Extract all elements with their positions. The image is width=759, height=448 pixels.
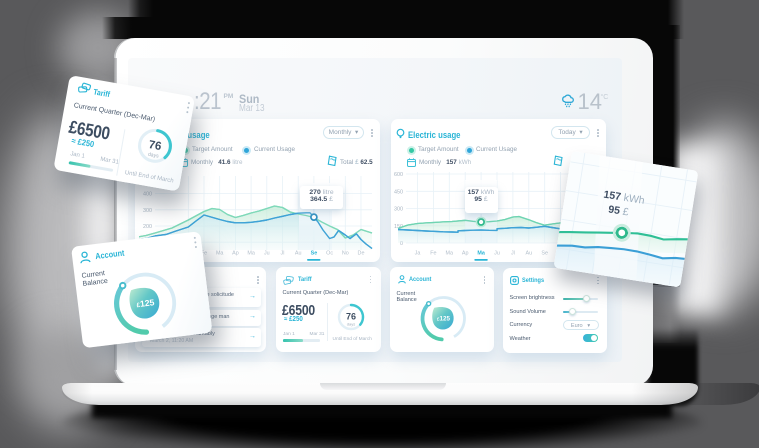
svg-text:Fe: Fe xyxy=(201,251,207,257)
svg-text:£125: £125 xyxy=(136,297,155,309)
svg-text:200: 200 xyxy=(143,224,152,230)
svg-text:Au: Au xyxy=(526,251,533,257)
svg-text:95 £: 95 £ xyxy=(607,203,629,218)
svg-text:Ja: Ja xyxy=(415,251,421,257)
svg-text:76: 76 xyxy=(147,138,162,152)
svg-text:Ma: Ma xyxy=(477,251,485,257)
svg-text:No: No xyxy=(342,251,349,257)
svg-text:Ju: Ju xyxy=(264,251,270,257)
svg-text:£125: £125 xyxy=(436,316,450,323)
svg-text:Ma: Ma xyxy=(446,251,454,257)
svg-text:600: 600 xyxy=(394,172,403,178)
svg-text:Fe: Fe xyxy=(430,251,436,257)
svg-text:Ap: Ap xyxy=(462,251,469,257)
svg-text:Oc: Oc xyxy=(326,251,333,257)
svg-text:days: days xyxy=(346,321,354,326)
svg-text:0: 0 xyxy=(400,241,403,247)
svg-text:400: 400 xyxy=(143,192,152,198)
svg-text:Ap: Ap xyxy=(232,251,239,257)
svg-text:300: 300 xyxy=(143,208,152,214)
svg-text:76: 76 xyxy=(345,311,355,321)
svg-text:Jl: Jl xyxy=(511,251,515,257)
svg-text:450: 450 xyxy=(394,189,403,195)
svg-text:Ju: Ju xyxy=(494,251,500,257)
svg-text:Se: Se xyxy=(541,251,548,257)
svg-text:days: days xyxy=(147,151,159,159)
svg-text:Jl: Jl xyxy=(281,251,285,257)
svg-text:Ma: Ma xyxy=(247,251,255,257)
svg-text:300: 300 xyxy=(394,207,403,213)
svg-text:Se: Se xyxy=(311,251,318,257)
svg-text:150: 150 xyxy=(394,224,403,230)
svg-text:Ma: Ma xyxy=(216,251,224,257)
svg-text:Au: Au xyxy=(295,251,302,257)
svg-text:De: De xyxy=(358,251,365,257)
